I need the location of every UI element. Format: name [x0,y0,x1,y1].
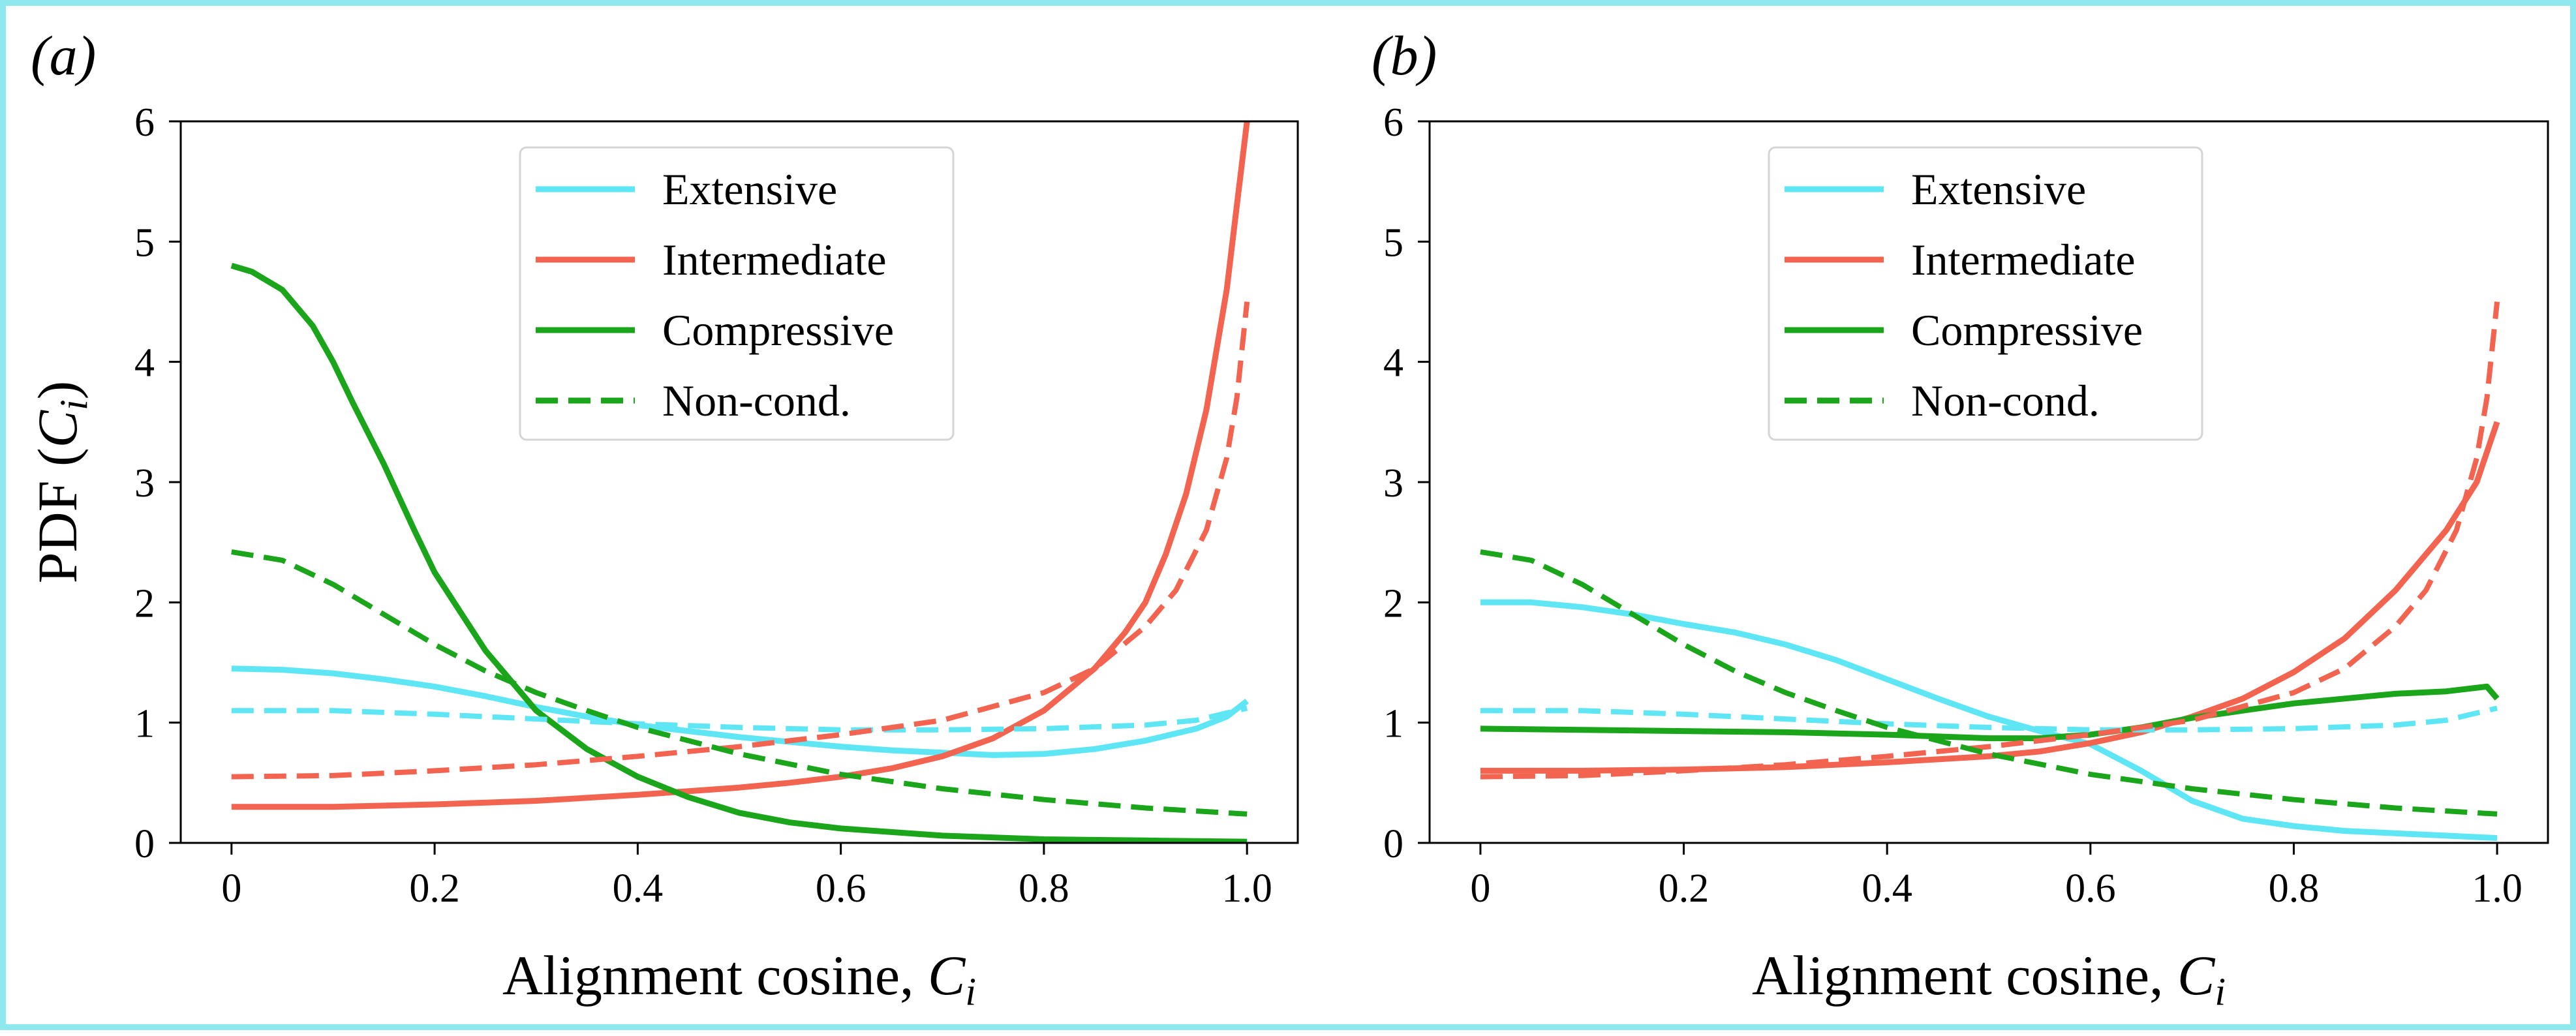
y-tick-label: 2 [1383,581,1403,626]
y-tick-label: 1 [134,702,155,746]
series-line-extensive [1480,599,2498,842]
legend-label: Non-cond. [662,376,851,425]
series-line-non-cond [231,549,1248,817]
legend-box [519,146,955,441]
x-axis-title: Alignment cosine, Ci [502,944,976,1013]
y-axis-title: PDF (Ci) [26,381,95,584]
x-tick-label: 0.8 [1019,866,1069,911]
series-line-intermediate [231,121,1250,810]
x-tick-label: 0.4 [1862,866,1912,911]
y-tick-label: 3 [134,461,155,506]
series-line-non-cond-extensive [231,705,1248,733]
y-tick-label: 5 [134,221,155,265]
x-tick-label: 0.2 [1659,866,1710,911]
panel-label: (b) [1372,24,1437,87]
legend-label: Intermediate [662,235,887,284]
chart-canvas: 0 0.2 0.4 0.6 0.8 1.0 0 1 2 3 4 5 6 Alignment cosine,… [26,24,2549,1013]
x-axis-title: Alignment cosine, Ci [1752,944,2226,1013]
series-line-non-cond-intermediate [1480,301,2500,780]
legend: Extensive Intermediate Compressive Non-cond… [1768,146,2203,441]
y-tick-label: 0 [134,822,155,866]
x-tick-label: 0.2 [409,866,460,911]
x-tick-label: 0 [1470,866,1490,911]
panel-label: (a) [31,24,96,87]
legend-box [1768,146,2203,441]
legend-label: Extensive [1911,164,2086,214]
x-tick-label: 1.0 [1221,866,1272,911]
x-tick-label: 0 [221,866,241,911]
series-line-compressive [230,262,1248,843]
y-tick-label: 1 [1383,702,1403,746]
x-tick-label: 0.4 [613,866,664,911]
legend-label: Compressive [1911,305,2143,355]
y-tick-label: 3 [1383,461,1403,506]
panel-b: 0 0.2 0.4 0.6 0.8 1.0 0 1 2 3 4 5 6 Alignment cosine,… [1372,24,2549,1013]
y-tick-label: 2 [134,581,155,626]
x-tick-label: 0.6 [2065,866,2116,911]
series-line-non-cond-extensive [1480,705,2498,733]
series-group [1480,301,2500,842]
x-tick-label: 0.6 [816,866,866,911]
y-tick-label: 6 [1383,100,1403,145]
y-tick-label: 4 [1383,341,1403,386]
y-tick-label: 6 [134,100,155,145]
series-line-extensive [231,665,1249,758]
x-tick-label: 0.8 [2269,866,2320,911]
panel-a: 0 0.2 0.4 0.6 0.8 1.0 0 1 2 3 4 5 6 Alignment cosine,… [26,24,1299,1013]
y-tick-label: 4 [134,341,155,386]
legend: Extensive Intermediate Compressive Non-cond… [519,146,955,441]
series-line-non-cond-intermediate [231,301,1250,780]
legend-label: Compressive [662,305,894,355]
y-tick-label: 0 [1383,822,1403,866]
y-tick-label: 5 [1383,221,1403,265]
legend-label: Extensive [662,164,837,214]
series-line-non-cond [1480,549,2498,817]
legend-label: Non-cond. [1911,376,2100,425]
x-tick-label: 1.0 [2472,866,2522,911]
series-group [230,121,1250,843]
legend-label: Intermediate [1911,235,2136,284]
